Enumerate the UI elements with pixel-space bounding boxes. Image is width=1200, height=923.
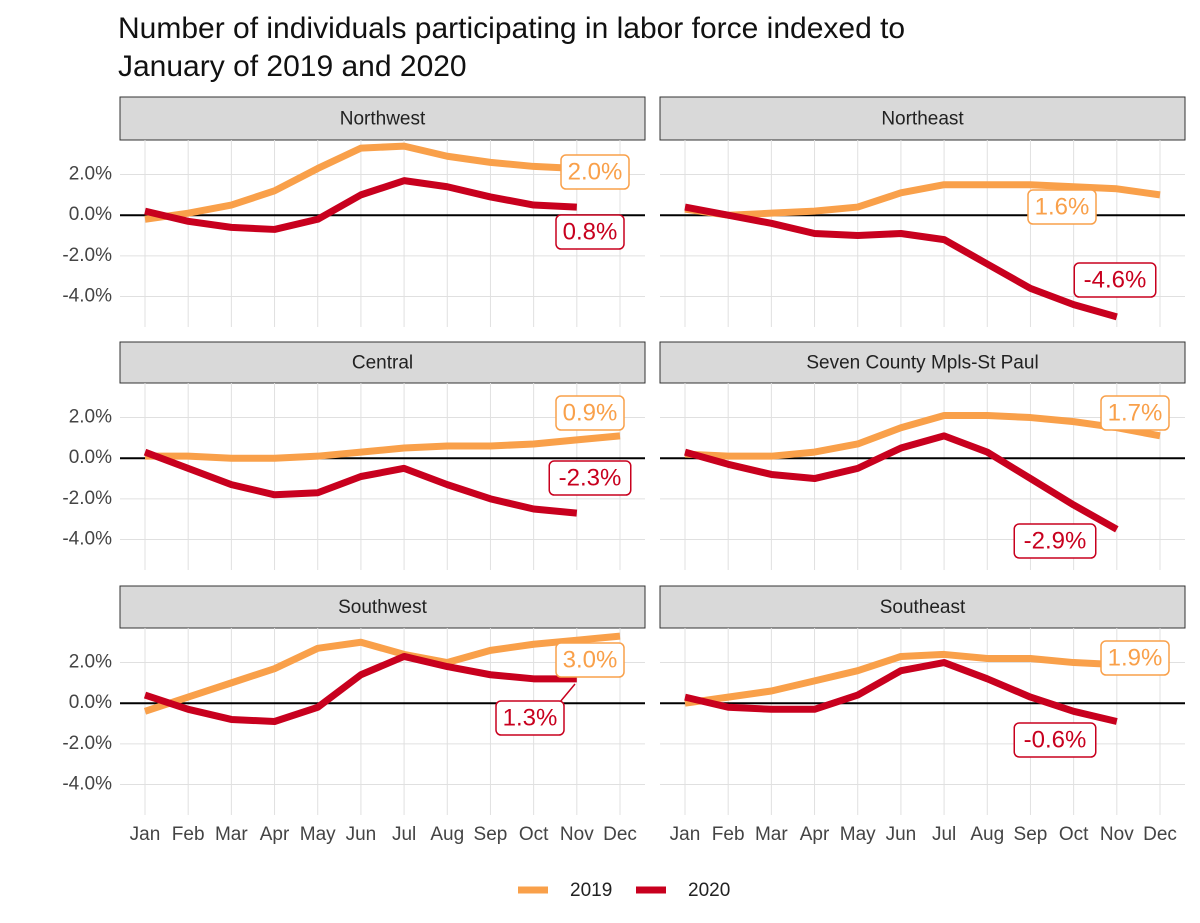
annotation: 2.0% [568,158,623,185]
chart-title: January of 2019 and 2020 [118,50,467,83]
line-2019 [143,632,621,715]
x-tick-label: Feb [172,824,205,845]
line-2019 [684,412,1161,460]
strip [659,341,1186,384]
x-tick-label: Feb [712,824,745,845]
y-tick-label: 2.0% [69,652,112,673]
annotation: -2.3% [559,464,622,491]
annotation: 3.0% [563,646,618,673]
x-tick-label: Jul [392,824,416,845]
annotation-box [1073,262,1157,298]
y-tick-label: 0.0% [69,447,112,468]
y-tick-label: 2.0% [69,164,112,185]
line-2019 [684,181,1161,219]
x-tick-label: Sep [1014,824,1048,845]
line-2020 [684,659,1118,725]
line-2019 [144,142,621,223]
annotation: 1.9% [1108,644,1163,671]
annotation: 0.9% [563,399,618,426]
x-tick-label: Jun [886,824,917,845]
annotation: 1.7% [1108,399,1163,426]
line-2019 [684,650,1161,707]
x-tick-label: Apr [800,824,830,845]
strip [659,585,1186,629]
x-tick-label: Aug [430,824,464,845]
x-tick-label: Oct [1059,824,1089,845]
line-2019 [145,432,621,462]
x-tick-label: Dec [603,824,637,845]
annotation: 0.8% [563,218,618,245]
annotation-box [1027,189,1097,225]
line-2020 [684,432,1119,533]
x-tick-label: May [840,824,876,845]
x-tick-label: Nov [1100,824,1134,845]
x-tick-label: Nov [560,824,594,845]
annotation-box [555,642,625,678]
y-tick-label: -2.0% [62,733,112,754]
annotation: 1.3% [503,704,558,731]
line-2020 [143,652,577,725]
strip-title: Central [352,353,413,374]
x-tick-label: Oct [519,824,549,845]
annotation-box [555,395,625,431]
annotation-box [1100,395,1170,431]
chart-title: Number of individuals participating in l… [118,12,905,45]
x-tick-label: Mar [215,824,248,845]
legend-label: 2019 [570,880,612,901]
x-tick-label: Jan [130,824,161,845]
x-tick-label: Sep [474,824,508,845]
x-tick-label: Jul [932,824,956,845]
x-tick-label: Jun [346,824,377,845]
y-tick-label: 0.0% [69,692,112,713]
strip [659,96,1186,141]
y-tick-label: -4.0% [62,529,112,550]
annotation-box [560,154,630,190]
strip-title: Seven County Mpls-St Paul [806,353,1038,374]
strip-title: Southeast [880,597,966,618]
annotation-box [1013,722,1097,758]
legend-label: 2020 [688,880,730,901]
y-tick-label: -2.0% [62,488,112,509]
annotation: -0.6% [1024,726,1087,753]
strip [119,341,646,384]
annotation: -2.9% [1024,527,1087,554]
strip-title: Southwest [338,597,427,618]
annotation-box [1013,523,1097,559]
x-tick-label: Apr [260,824,290,845]
annotation-box [1100,640,1170,676]
x-tick-label: Aug [970,824,1004,845]
annotation-box [555,214,625,250]
y-tick-label: 0.0% [69,204,112,225]
y-tick-label: -2.0% [62,245,112,266]
x-tick-label: Mar [755,824,788,845]
annotation-box [495,700,565,736]
strip [119,585,646,629]
strip-title: Northeast [881,109,964,130]
y-tick-label: 2.0% [69,407,112,428]
line-2020 [143,448,578,517]
annotation-box [548,460,632,496]
y-tick-label: -4.0% [62,286,112,307]
x-tick-label: Jan [670,824,701,845]
line-2020 [144,177,577,233]
x-tick-label: Dec [1143,824,1177,845]
strip-title: Northwest [340,109,426,130]
annotation: 1.6% [1035,193,1090,220]
strip [119,96,646,141]
y-tick-label: -4.0% [62,774,112,795]
annotation: -4.6% [1084,266,1147,293]
line-2020 [684,203,1118,321]
x-tick-label: May [300,824,336,845]
